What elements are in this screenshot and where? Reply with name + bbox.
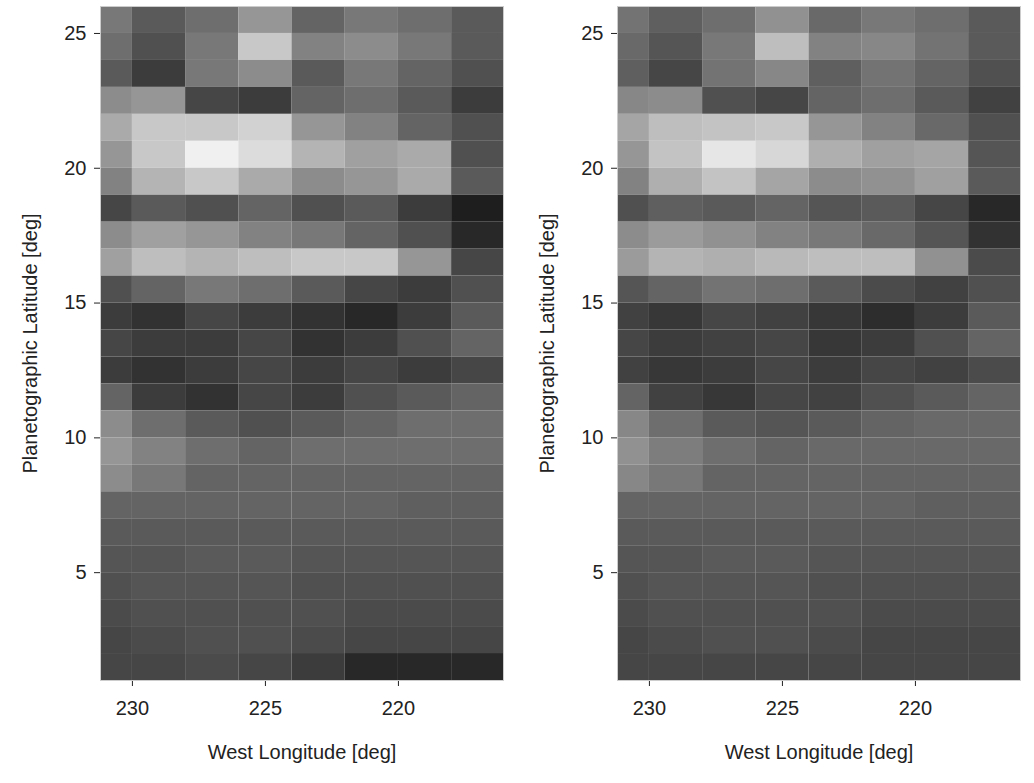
svg-text:Planetographic Latitude [deg]: Planetographic Latitude [deg] [19,213,41,473]
svg-text:5: 5 [75,561,86,583]
svg-text:25: 25 [581,22,603,44]
svg-text:10: 10 [581,426,603,448]
svg-text:Planetographic Latitude [deg]: Planetographic Latitude [deg] [536,213,558,473]
svg-text:15: 15 [64,291,86,313]
svg-text:230: 230 [116,697,149,719]
svg-text:20: 20 [581,157,603,179]
svg-text:15: 15 [581,291,603,313]
svg-text:25: 25 [64,22,86,44]
svg-text:220: 220 [382,697,415,719]
svg-text:10: 10 [64,426,86,448]
svg-text:230: 230 [633,697,666,719]
svg-text:West Longitude [deg]: West Longitude [deg] [208,741,397,763]
svg-text:225: 225 [766,697,799,719]
svg-text:West Longitude [deg]: West Longitude [deg] [725,741,914,763]
svg-text:5: 5 [592,561,603,583]
svg-text:225: 225 [249,697,282,719]
svg-text:220: 220 [899,697,932,719]
svg-text:20: 20 [64,157,86,179]
